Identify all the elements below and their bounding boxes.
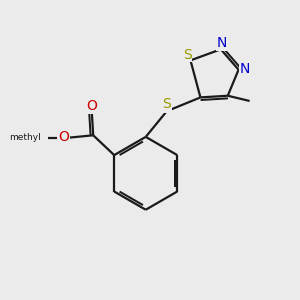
Text: methyl: methyl: [9, 133, 41, 142]
Text: N: N: [239, 62, 250, 76]
Text: O: O: [86, 99, 97, 113]
Text: S: S: [183, 47, 191, 61]
Text: O: O: [86, 99, 97, 113]
Text: O: O: [58, 130, 69, 144]
Text: N: N: [216, 37, 226, 50]
Text: O: O: [58, 130, 69, 144]
Text: S: S: [161, 98, 170, 112]
Text: S: S: [162, 97, 171, 111]
